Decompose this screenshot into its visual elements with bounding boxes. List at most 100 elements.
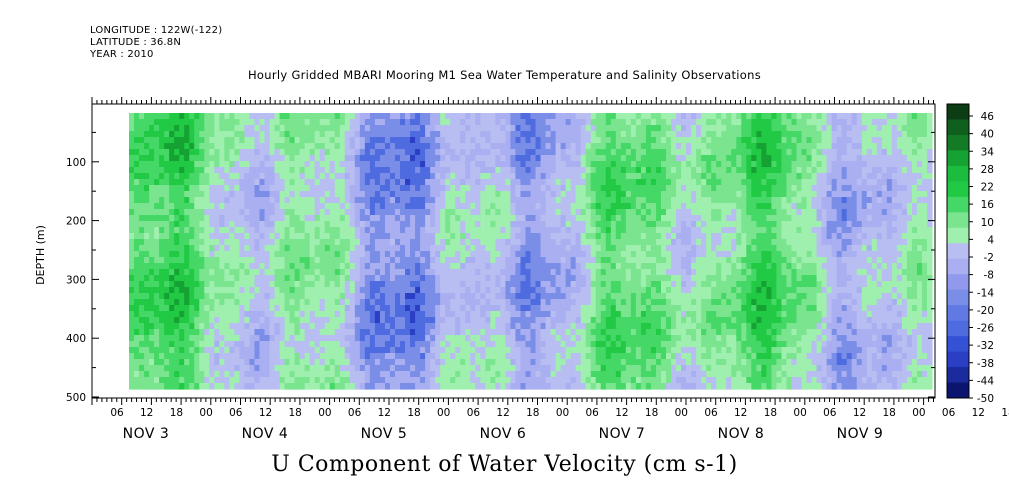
heatmap-cell [600,209,607,216]
heatmap-cell [440,293,446,300]
heatmap-cell [580,239,587,246]
heatmap-cell [284,269,291,276]
heatmap-cell [615,161,622,168]
heatmap-cell [289,263,296,270]
heatmap-cell [314,173,321,180]
heatmap-cell [359,137,366,144]
heatmap-cell [199,173,205,180]
heatmap-cell [249,137,256,144]
heatmap-cell [314,353,321,360]
heatmap-cell [465,191,471,198]
heatmap-cell [219,275,225,282]
heatmap-cell [405,161,411,168]
heatmap-cell [440,335,446,342]
heatmap-cell [400,371,406,378]
heatmap-cell [485,317,491,324]
heatmap-cell [354,215,361,222]
heatmap-cell [450,149,456,156]
heatmap-cell [129,293,135,300]
heatmap-cell [575,347,582,354]
heatmap-cell [364,167,371,174]
heatmap-cell [134,275,140,282]
heatmap-cell [560,341,567,348]
heatmap-cell [525,323,532,330]
heatmap-cell [294,311,301,318]
heatmap-cell [224,317,230,324]
heatmap-cell [650,155,657,162]
heatmap-cell [505,263,512,270]
heatmap-cell [570,215,577,222]
heatmap-cell [204,377,210,384]
heatmap-cell [189,263,195,270]
heatmap-cell [550,161,557,168]
heatmap-cell [460,335,466,342]
heatmap-cell [349,233,356,240]
heatmap-cell [640,119,647,126]
heatmap-cell [490,359,496,366]
heatmap-cell [234,227,241,234]
heatmap-cell [480,227,486,234]
heatmap-cell [164,281,170,288]
heatmap-cell [600,305,607,312]
heatmap-cell [570,167,577,174]
heatmap-cell [369,209,376,216]
heatmap-cell [214,275,220,282]
heatmap-cell [580,347,587,354]
heatmap-cell [154,245,160,252]
heatmap-cell [520,293,527,300]
heatmap-cell [314,221,321,228]
heatmap-cell [219,119,225,126]
heatmap-cell [405,341,411,348]
heatmap-cell [605,119,612,126]
heatmap-cell [510,365,517,372]
heatmap-cell [219,383,225,390]
heatmap-cell [394,281,401,288]
heatmap-cell [159,383,165,390]
heatmap-cell [510,383,517,390]
heatmap-cell [545,191,552,198]
heatmap-cell [294,275,301,282]
heatmap-cell [179,233,185,240]
heatmap-cell [204,359,210,366]
heatmap-cell [620,281,627,288]
heatmap-cell [244,323,251,330]
heatmap-cell [485,269,491,276]
heatmap-cell [475,131,481,138]
heatmap-cell [650,263,657,270]
heatmap-cell [600,173,607,180]
heatmap-cell [369,287,376,294]
heatmap-cell [374,347,381,354]
heatmap-cell [620,329,627,336]
heatmap-cell [590,239,597,246]
heatmap-cell [445,131,451,138]
heatmap-cell [615,353,622,360]
heatmap-cell [590,119,597,126]
heatmap-cell [450,371,456,378]
heatmap-cell [545,113,552,120]
heatmap-cell [209,311,215,318]
heatmap-cell [495,287,501,294]
heatmap-cell [159,341,165,348]
heatmap-cell [595,383,602,390]
heatmap-cell [410,359,416,366]
heatmap-cell [455,383,461,390]
heatmap-cell [600,371,607,378]
heatmap-cell [620,269,627,276]
heatmap-cell [610,215,617,222]
heatmap-cell [655,191,662,198]
heatmap-cell [159,263,165,270]
heatmap-cell [284,197,291,204]
heatmap-cell [389,191,396,198]
heatmap-cell [430,233,436,240]
heatmap-cell [209,383,215,390]
heatmap-cell [600,131,607,138]
heatmap-cell [640,221,647,228]
heatmap-cell [600,377,607,384]
heatmap-cell [354,245,361,252]
heatmap-cell [535,215,542,222]
heatmap-cell [525,257,532,264]
heatmap-cell [339,269,346,276]
heatmap-cell [374,227,381,234]
heatmap-cell [264,137,271,144]
heatmap-cell [630,215,637,222]
